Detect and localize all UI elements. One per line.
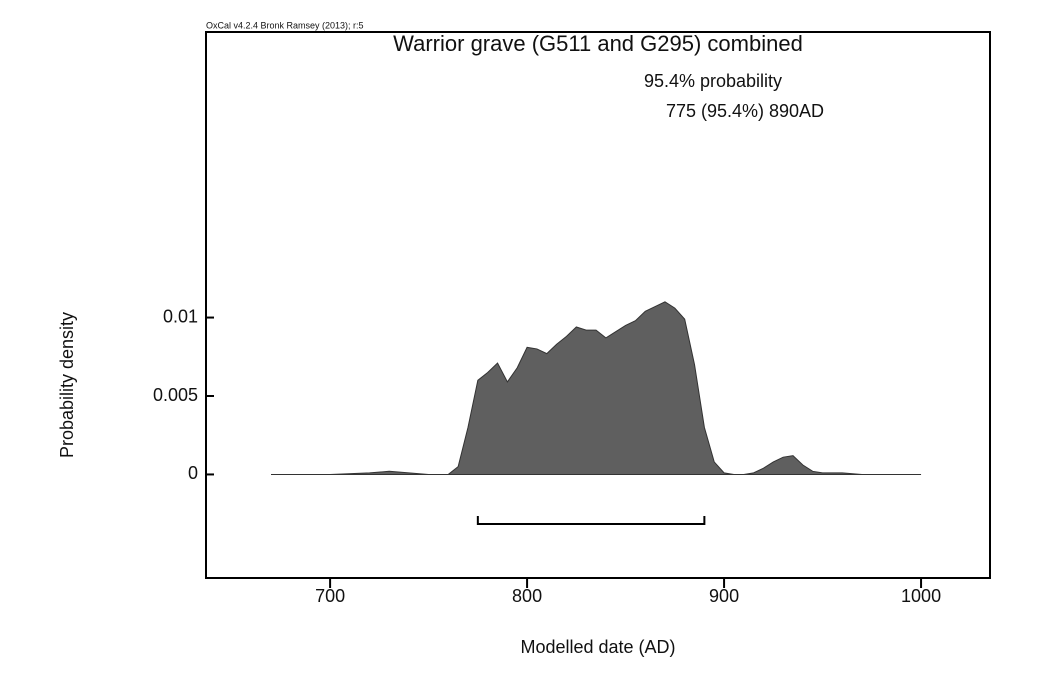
chart-title: Warrior grave (G511 and G295) combined <box>393 31 803 56</box>
x-tick-label: 700 <box>315 586 345 606</box>
range-bracket <box>476 516 706 525</box>
x-tick-label: 1000 <box>901 586 941 606</box>
y-tick-label: 0.01 <box>163 306 198 326</box>
y-tick-label: 0 <box>188 463 198 483</box>
x-tick-label: 900 <box>709 586 739 606</box>
probability-label: 95.4% probability <box>644 71 782 91</box>
x-axis-label: Modelled date (AD) <box>520 637 675 657</box>
credit: OxCal v4.2.4 Bronk Ramsey (2013); r:5 <box>206 20 364 30</box>
range-label: 775 (95.4%) 890AD <box>666 101 824 121</box>
y-axis-label: Probability density <box>57 312 77 458</box>
plot-frame <box>205 31 991 579</box>
y-tick-label: 0.005 <box>153 385 198 405</box>
density-area <box>271 301 922 475</box>
x-tick-label: 800 <box>512 586 542 606</box>
